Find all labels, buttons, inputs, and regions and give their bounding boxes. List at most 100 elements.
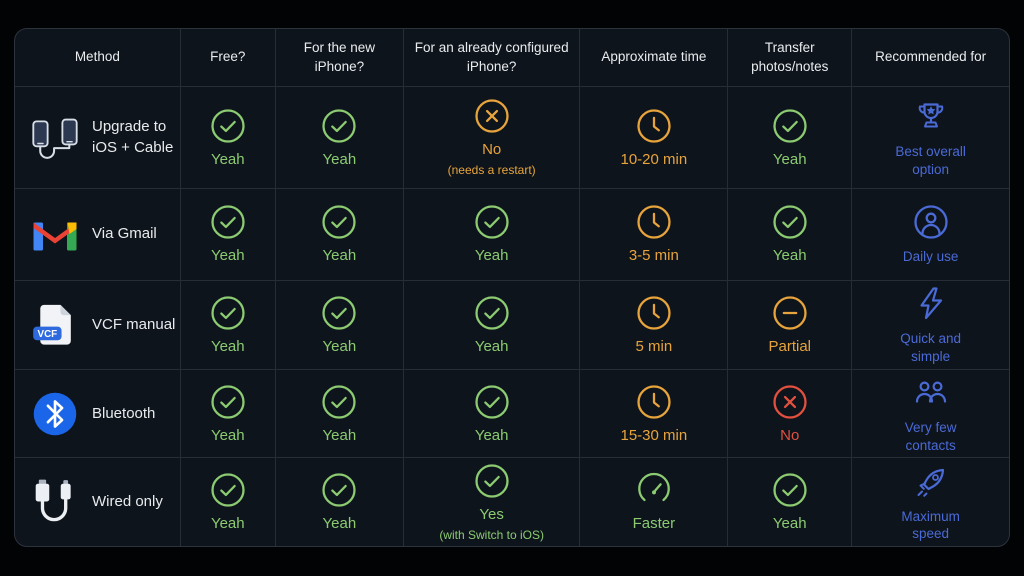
lightning-bolt-icon bbox=[911, 284, 951, 324]
status-label: Yeah bbox=[322, 515, 357, 533]
method-cell-upgrade-ios-cable: Upgrade to iOS + Cable bbox=[15, 87, 180, 188]
status-label: Yeah bbox=[210, 426, 245, 444]
cell-photos-5: Yeah bbox=[728, 458, 852, 546]
column-header-time: Approximate time bbox=[580, 29, 728, 87]
status-label: Yeah bbox=[772, 150, 807, 168]
check-circle-icon bbox=[320, 203, 358, 241]
check-circle-icon bbox=[320, 107, 358, 145]
cell-configured-3: Yeah bbox=[403, 280, 580, 370]
check-circle-icon bbox=[320, 294, 358, 332]
cell-recommended-3: Quick and simple bbox=[852, 280, 1009, 370]
status-label: Yeah bbox=[322, 337, 357, 355]
cell-free-2: Yeah bbox=[180, 188, 275, 280]
cell-free-3: Yeah bbox=[180, 280, 275, 370]
cell-photos-2: Yeah bbox=[728, 188, 852, 280]
cell-photos-4: No bbox=[728, 370, 852, 458]
cell-time-4: 15-30 min bbox=[580, 370, 728, 458]
clock-icon bbox=[635, 107, 673, 145]
cell-configured-2: Yeah bbox=[403, 188, 580, 280]
status-label: Yeah bbox=[322, 426, 357, 444]
check-circle-icon bbox=[209, 294, 247, 332]
clock-icon bbox=[635, 294, 673, 332]
status-label: Yeah bbox=[322, 247, 357, 265]
comparison-table: Method Free? For the new iPhone? For an … bbox=[14, 28, 1010, 547]
status-label: Yes bbox=[479, 505, 504, 523]
method-label: Wired only bbox=[92, 492, 163, 510]
check-circle-icon bbox=[473, 383, 511, 421]
speedometer-icon bbox=[635, 471, 673, 509]
recommended-label: Quick and simple bbox=[900, 331, 962, 364]
status-label: Yeah bbox=[772, 247, 807, 265]
status-note: (needs a restart) bbox=[447, 163, 536, 178]
minus-circle-icon bbox=[771, 294, 809, 332]
status-label: 10-20 min bbox=[620, 150, 688, 168]
cell-time-1: 10-20 min bbox=[580, 87, 728, 188]
recommended-label: Maximum speed bbox=[901, 508, 960, 542]
vcf-file-icon bbox=[31, 301, 79, 349]
cell-new-iphone-1: Yeah bbox=[275, 87, 403, 188]
check-circle-icon bbox=[771, 203, 809, 241]
x-circle-icon bbox=[771, 383, 809, 421]
check-circle-icon bbox=[320, 383, 358, 421]
status-label: 5 min bbox=[635, 337, 673, 355]
check-circle-icon bbox=[771, 471, 809, 509]
person-circle-icon bbox=[911, 202, 951, 242]
recommended-label: Daily use bbox=[902, 249, 959, 265]
column-header-method: Method bbox=[15, 29, 180, 87]
two-people-icon bbox=[911, 373, 951, 413]
cell-recommended-1: Best overall option bbox=[852, 87, 1009, 188]
status-label: Yeah bbox=[474, 426, 509, 444]
x-circle-icon bbox=[473, 97, 511, 135]
check-circle-icon bbox=[473, 203, 511, 241]
status-label: Yeah bbox=[210, 515, 245, 533]
method-cell-wired-only: Wired only bbox=[15, 458, 180, 546]
status-label: No bbox=[780, 426, 800, 444]
recommended-label: Best overall option bbox=[895, 143, 966, 177]
check-circle-icon bbox=[209, 203, 247, 241]
status-label: 3-5 min bbox=[628, 247, 679, 265]
column-header-new-iphone: For the new iPhone? bbox=[275, 29, 403, 87]
check-circle-icon bbox=[209, 471, 247, 509]
method-label: VCF manual bbox=[92, 315, 176, 333]
status-label: 15-30 min bbox=[620, 426, 688, 444]
cell-photos-1: Yeah bbox=[728, 87, 852, 188]
check-circle-icon bbox=[473, 462, 511, 500]
status-label: Yeah bbox=[322, 150, 357, 168]
usb-cable-icon bbox=[31, 478, 79, 526]
status-label: Yeah bbox=[210, 337, 245, 355]
cell-time-2: 3-5 min bbox=[580, 188, 728, 280]
cell-recommended-4: Very few contacts bbox=[852, 370, 1009, 458]
cell-time-3: 5 min bbox=[580, 280, 728, 370]
cell-configured-5: Yes (with Switch to iOS) bbox=[403, 458, 580, 546]
status-label: Yeah bbox=[474, 247, 509, 265]
column-header-photos-notes: Transfer photos/notes bbox=[728, 29, 852, 87]
recommended-label: Very few contacts bbox=[904, 420, 957, 453]
status-label: Yeah bbox=[474, 337, 509, 355]
cell-recommended-2: Daily use bbox=[852, 188, 1009, 280]
cell-recommended-5: Maximum speed bbox=[852, 458, 1009, 546]
method-cell-via-gmail: Via Gmail bbox=[15, 188, 180, 280]
cell-free-4: Yeah bbox=[180, 370, 275, 458]
clock-icon bbox=[635, 383, 673, 421]
method-cell-vcf-manual: VCF manual bbox=[15, 280, 180, 370]
method-label: Bluetooth bbox=[92, 404, 156, 422]
cell-free-1: Yeah bbox=[180, 87, 275, 188]
method-label: Upgrade to iOS + Cable bbox=[92, 118, 174, 156]
cell-new-iphone-4: Yeah bbox=[275, 370, 403, 458]
status-label: Yeah bbox=[210, 247, 245, 265]
status-label: Yeah bbox=[210, 150, 245, 168]
two-phones-cable-icon bbox=[31, 114, 79, 162]
method-cell-bluetooth: Bluetooth bbox=[15, 370, 180, 458]
status-label: Partial bbox=[768, 337, 812, 355]
cell-configured-1: No (needs a restart) bbox=[403, 87, 580, 188]
column-header-configured-iphone: For an already configured iPhone? bbox=[403, 29, 580, 87]
rocket-icon bbox=[911, 462, 951, 502]
cell-new-iphone-2: Yeah bbox=[275, 188, 403, 280]
clock-icon bbox=[635, 203, 673, 241]
check-circle-icon bbox=[320, 471, 358, 509]
status-label: No bbox=[482, 141, 502, 159]
method-label: Via Gmail bbox=[92, 225, 157, 243]
cell-configured-4: Yeah bbox=[403, 370, 580, 458]
status-label: Yeah bbox=[772, 515, 807, 533]
